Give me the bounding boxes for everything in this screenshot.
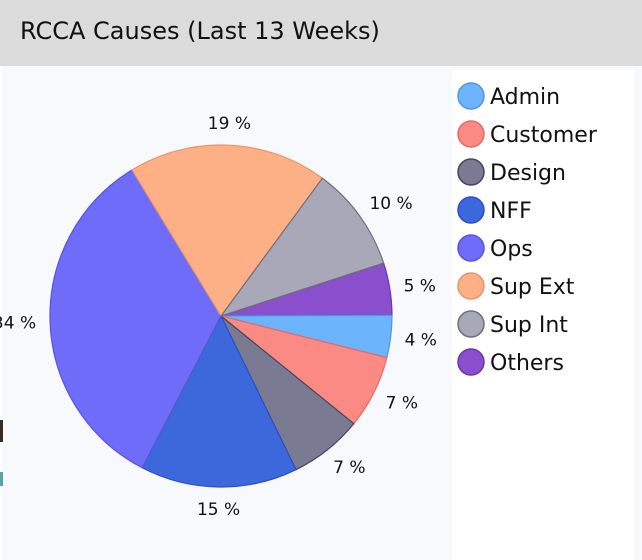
pie-slice-sup-int[interactable] bbox=[219, 177, 385, 318]
slice-label-sup-int: 10 % bbox=[369, 194, 412, 214]
legend-swatch-icon bbox=[457, 158, 485, 186]
pie-slice-nff[interactable] bbox=[141, 314, 297, 488]
legend-item-others[interactable]: Others bbox=[457, 348, 564, 376]
background-edge-fragment bbox=[0, 420, 3, 442]
pie-slice-sup-ext[interactable] bbox=[131, 144, 324, 318]
pie-slices bbox=[49, 144, 393, 488]
legend-item-design[interactable]: Design bbox=[457, 158, 566, 186]
legend-item-ops[interactable]: Ops bbox=[457, 234, 533, 262]
legend-item-sup-int[interactable]: Sup Int bbox=[457, 310, 568, 338]
legend-swatch-icon bbox=[457, 234, 485, 262]
legend-swatch-icon bbox=[457, 196, 485, 224]
pie-slice-ops[interactable] bbox=[49, 169, 222, 469]
legend-label: Ops bbox=[490, 237, 533, 262]
legend-label: Sup Ext bbox=[490, 275, 575, 300]
legend-item-customer[interactable]: Customer bbox=[457, 120, 598, 148]
chart-header: RCCA Causes (Last 13 Weeks) bbox=[0, 0, 642, 66]
legend-swatch-icon bbox=[457, 348, 485, 376]
legend-label: NFF bbox=[490, 199, 532, 224]
legend-swatch-icon bbox=[457, 272, 485, 300]
legend-panel bbox=[452, 70, 634, 560]
slice-labels: 5 % 4 % 7 % 7 % 15 % 34 % 19 % 10 % bbox=[0, 114, 437, 520]
slice-label-customer: 7 % bbox=[386, 393, 418, 413]
slice-label-nff: 15 % bbox=[197, 500, 240, 520]
legend-item-sup-ext[interactable]: Sup Ext bbox=[457, 272, 575, 300]
legend-label: Sup Int bbox=[490, 313, 568, 338]
legend-item-admin[interactable]: Admin bbox=[457, 82, 560, 110]
legend-swatch-icon bbox=[457, 120, 485, 148]
slice-label-sup-ext: 19 % bbox=[208, 114, 251, 134]
slice-label-design: 7 % bbox=[333, 458, 365, 478]
legend-label: Design bbox=[490, 161, 566, 186]
background-edge-fragment bbox=[0, 472, 3, 486]
legend-label: Others bbox=[490, 351, 564, 376]
slice-label-others: 5 % bbox=[404, 277, 436, 297]
legend-swatch-icon bbox=[457, 310, 485, 338]
legend: Admin Customer Design NFF Ops Sup Ext Sup Int O… bbox=[457, 82, 598, 376]
legend-label: Admin bbox=[490, 85, 560, 110]
legend-item-nff[interactable]: NFF bbox=[457, 196, 532, 224]
slice-label-admin: 4 % bbox=[405, 330, 437, 350]
legend-label: Customer bbox=[490, 123, 598, 148]
chart-title: RCCA Causes (Last 13 Weeks) bbox=[20, 17, 380, 45]
slice-label-ops: 34 % bbox=[0, 314, 36, 334]
legend-swatch-icon bbox=[457, 82, 485, 110]
